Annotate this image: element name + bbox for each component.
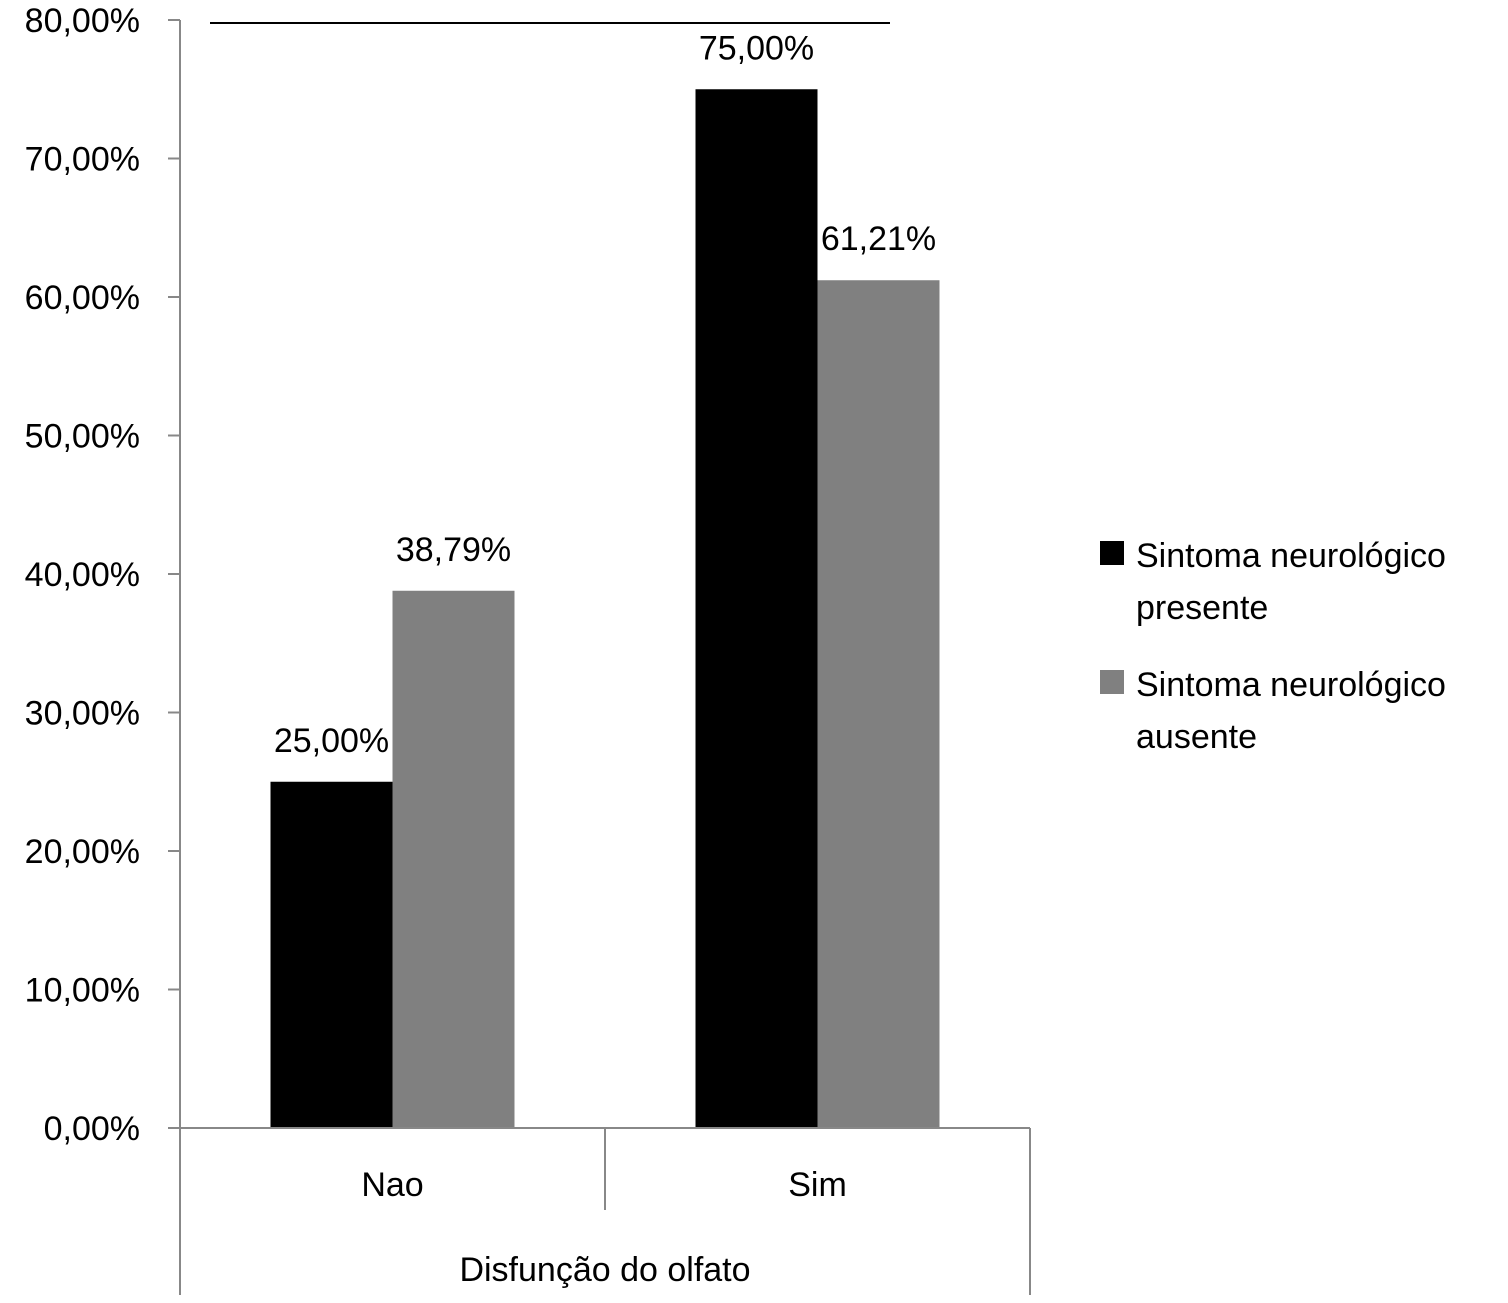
legend-label: Sintoma neurológico (1136, 666, 1446, 704)
y-tick-label: 50,00% (25, 418, 140, 456)
category-label: Nao (361, 1166, 423, 1204)
category-label: Sim (788, 1166, 847, 1204)
y-tick-label: 30,00% (25, 695, 140, 733)
y-tick-label: 60,00% (25, 279, 140, 317)
bar-nao-series-1 (270, 781, 393, 1128)
legend-label: presente (1136, 589, 1268, 627)
y-tick-label: 20,00% (25, 833, 140, 871)
data-label: 61,21% (821, 220, 936, 258)
y-tick-label: 0,00% (44, 1110, 140, 1148)
y-tick-label: 40,00% (25, 556, 140, 594)
bars (210, 22, 940, 1129)
data-label: 25,00% (274, 722, 389, 760)
legend-swatch (1100, 541, 1124, 565)
legend: Sintoma neurológico presente Sintoma neuro… (1100, 537, 1446, 756)
y-tick-label: 10,00% (25, 972, 140, 1010)
bar-sim-series-2 (817, 280, 940, 1129)
y-axis: 0,00% 10,00% 20,00% 30,00% 40,00% 50,00% 60,00… (25, 2, 181, 1148)
data-labels: 25,00% 38,79% 75,00% 61,21% (274, 29, 936, 760)
x-axis: Nao Sim Disfunção do olfato (179, 1127, 1031, 1295)
bar-nao-series-2 (392, 590, 515, 1128)
bar-sim-series-1 (695, 89, 818, 1128)
y-tick-label: 80,00% (25, 2, 140, 40)
x-axis-title: Disfunção do olfato (459, 1251, 750, 1289)
data-label: 75,00% (699, 29, 814, 67)
legend-swatch (1100, 670, 1124, 694)
legend-label: Sintoma neurológico (1136, 537, 1446, 575)
legend-label: ausente (1136, 718, 1257, 756)
y-tick-label: 70,00% (25, 141, 140, 179)
data-label: 38,79% (396, 531, 511, 569)
